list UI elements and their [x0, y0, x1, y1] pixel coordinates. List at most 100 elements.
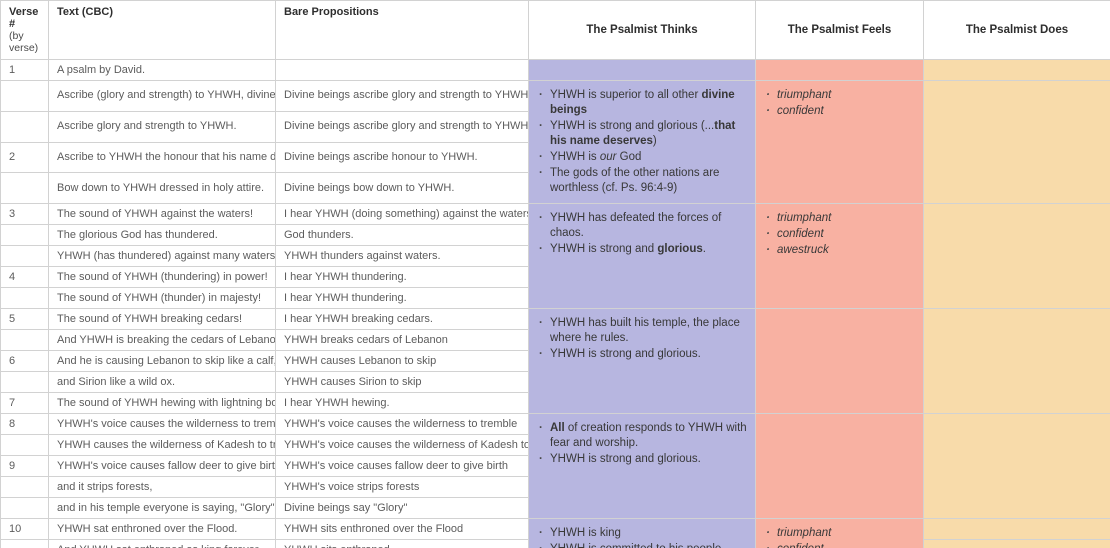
thinks-item: YHWH is strong and glorious.: [533, 452, 747, 467]
proposition-cell: YHWH's voice causes fallow deer to give …: [275, 455, 529, 477]
header-psalmist-thinks: The Psalmist Thinks: [528, 0, 756, 60]
table-row: and it strips forests, YHWH's voice stri…: [0, 476, 1110, 498]
thinks-cell: YHWH has built his temple, the place whe…: [528, 308, 756, 414]
verse-cell: [0, 476, 49, 498]
verse-cell: [0, 329, 49, 351]
proposition-cell: I hear YHWH (doing something) against th…: [275, 203, 529, 225]
table-row: YHWH causes the wilderness of Kadesh to …: [0, 434, 1110, 456]
feels-cell: triumphant confident: [755, 518, 924, 548]
thinks-cell: YHWH is superior to all other divine bei…: [528, 80, 756, 204]
does-cell: [923, 59, 1110, 81]
thinks-list: YHWH is superior to all other divine bei…: [533, 88, 747, 196]
proposition-cell: YHWH thunders against waters.: [275, 245, 529, 267]
verse-cell: 4: [0, 266, 49, 288]
feels-cell: [755, 413, 924, 519]
feels-cell: triumphant confident: [755, 80, 924, 204]
thinks-item: YHWH is king: [533, 526, 747, 541]
table-row: 2 Ascribe to YHWH the honour that his na…: [0, 141, 1110, 174]
text-cbc-cell: The glorious God has thundered.: [48, 224, 276, 246]
thinks-cell: All of creation responds to YHWH with fe…: [528, 413, 756, 519]
proposition-cell: YHWH causes Lebanon to skip: [275, 350, 529, 372]
feels-item: triumphant: [760, 211, 915, 226]
text-cbc-cell: The sound of YHWH against the waters!: [48, 203, 276, 225]
verse-cell: 8: [0, 413, 49, 435]
does-cell: [923, 203, 1110, 309]
header-psalmist-feels: The Psalmist Feels: [755, 0, 924, 60]
text-cbc-cell: The sound of YHWH breaking cedars!: [48, 308, 276, 330]
feels-item: awestruck: [760, 243, 915, 258]
thinks-cell: YHWH is king YHWH is committed to his pe…: [528, 518, 756, 548]
thinks-list: YHWH has built his temple, the place whe…: [533, 316, 747, 362]
text-cbc-cell: Bow down to YHWH dressed in holy attire.: [48, 172, 276, 204]
table-row: YHWH (has thundered) against many waters…: [0, 245, 1110, 267]
proposition-cell: YHWH sits enthroned over the Flood: [275, 518, 529, 540]
thinks-item: YHWH is superior to all other divine bei…: [533, 88, 747, 118]
table-row: and Sirion like a wild ox. YHWH causes S…: [0, 371, 1110, 393]
feels-cell: [755, 308, 924, 414]
text-cbc-cell: The sound of YHWH (thunder) in majesty!: [48, 287, 276, 309]
text-cbc-cell: Ascribe glory and strength to YHWH.: [48, 110, 276, 143]
table-row: 8 YHWH's voice causes the wilderness to …: [0, 413, 1110, 519]
verse-cell: 2: [0, 141, 49, 174]
verse-cell: 7: [0, 392, 49, 414]
feels-item: triumphant: [760, 88, 915, 103]
verse-cell: 10: [0, 518, 49, 540]
header-verse-label: Verse #: [9, 6, 39, 30]
table-row: 3 The sound of YHWH against the waters! …: [0, 203, 1110, 309]
does-cell: [923, 539, 1110, 548]
proposition-cell: [275, 59, 529, 81]
proposition-cell: I hear YHWH thundering.: [275, 266, 529, 288]
does-cell: [923, 413, 1110, 519]
proposition-cell: God thunders.: [275, 224, 529, 246]
table-row: Bow down to YHWH dressed in holy attire.…: [0, 172, 1110, 204]
header-bare-propositions: Bare Propositions: [275, 0, 529, 60]
header-psalmist-does: The Psalmist Does: [923, 0, 1110, 60]
text-cbc-cell: Ascribe to YHWH the honour that his name…: [48, 141, 276, 174]
verse-cell: [0, 245, 49, 267]
thinks-list: YHWH has defeated the forces of chaos. Y…: [533, 211, 747, 257]
thinks-item: YHWH has defeated the forces of chaos.: [533, 211, 747, 241]
text-cbc-cell: YHWH sat enthroned over the Flood.: [48, 518, 276, 540]
verse-cell: 3: [0, 203, 49, 225]
text-cbc-cell: And he is causing Lebanon to skip like a…: [48, 350, 276, 372]
proposition-cell: Divine beings ascribe glory and strength…: [275, 110, 529, 143]
text-cbc-cell: The sound of YHWH (thundering) in power!: [48, 266, 276, 288]
proposition-cell: Divine beings ascribe glory and strength…: [275, 80, 529, 112]
feels-cell: triumphant confident awestruck: [755, 203, 924, 309]
proposition-cell: YHWH causes Sirion to skip: [275, 371, 529, 393]
does-cell: [923, 80, 1110, 204]
header-verse-sub: (by verse): [9, 30, 39, 54]
proposition-cell: I hear YHWH thundering.: [275, 287, 529, 309]
table-row: 1 A psalm by David.: [0, 59, 1110, 81]
text-cbc-cell: and Sirion like a wild ox.: [48, 371, 276, 393]
proposition-cell: YHWH sits enthroned: [275, 539, 529, 548]
table-row: and in his temple everyone is saying, "G…: [0, 497, 1110, 519]
text-cbc-cell: and in his temple everyone is saying, "G…: [48, 497, 276, 519]
text-cbc-cell: Ascribe (glory and strength) to YHWH, di…: [48, 80, 276, 112]
verse-cell: [0, 287, 49, 309]
thinks-item: YHWH is committed to his people: [533, 542, 747, 548]
verse-cell: 1: [0, 59, 49, 81]
feels-item: triumphant: [760, 526, 915, 541]
verse-cell: [0, 172, 49, 204]
text-cbc-cell: And YHWH is breaking the cedars of Leban…: [48, 329, 276, 351]
proposition-cell: YHWH's voice strips forests: [275, 476, 529, 498]
text-cbc-cell: A psalm by David.: [48, 59, 276, 81]
verse-cell: [0, 110, 49, 143]
feels-list: triumphant confident: [760, 88, 915, 119]
verse-cell: 5: [0, 308, 49, 330]
feels-cell: [755, 59, 924, 81]
feels-item: confident: [760, 104, 915, 119]
proposition-cell: Divine beings say "Glory": [275, 497, 529, 519]
thinks-item: YHWH is strong and glorious.: [533, 347, 747, 362]
table-row: Ascribe (glory and strength) to YHWH, di…: [0, 80, 1110, 204]
text-cbc-cell: And YHWH sat enthroned as king forever.: [48, 539, 276, 548]
verse-cell: [0, 434, 49, 456]
thinks-item: The gods of the other nations are worthl…: [533, 166, 747, 196]
text-cbc-cell: The sound of YHWH hewing with lightning …: [48, 392, 276, 414]
header-text-cbc: Text (CBC): [48, 0, 276, 60]
proposition-cell: I hear YHWH hewing.: [275, 392, 529, 414]
does-cell: [923, 518, 1110, 540]
proposition-cell: I hear YHWH breaking cedars.: [275, 308, 529, 330]
